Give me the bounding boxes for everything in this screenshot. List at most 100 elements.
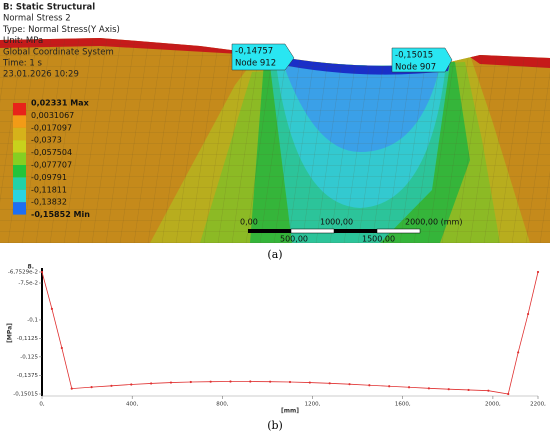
probe-box: [391, 47, 453, 73]
probe-node: Node 912: [235, 59, 276, 69]
x-tick-label: 1200,: [305, 402, 321, 408]
legend-swatch: [13, 140, 26, 153]
data-point: [447, 388, 450, 391]
header-line: Unit: MPa: [3, 36, 43, 46]
scale-label: 1500,00: [362, 235, 395, 244]
data-line: [41, 271, 539, 395]
scale-label: 1000,00: [320, 218, 353, 227]
scale-label: 2000,00 (mm): [405, 218, 462, 227]
data-point: [368, 384, 371, 387]
data-point: [517, 351, 520, 354]
data-point: [487, 389, 490, 392]
probe-value: -0,14757: [235, 47, 273, 57]
legend-label: 0,02331 Max: [31, 99, 90, 108]
probe-node: Node 907: [395, 63, 436, 73]
x-tick-label: 800,: [216, 402, 228, 408]
scale-label: 500,00: [280, 235, 308, 244]
x-axis-label: [mm]: [281, 408, 299, 415]
legend-label: -0,057504: [31, 148, 72, 157]
data-point: [507, 392, 510, 396]
probe-box: [231, 43, 295, 71]
data-point: [427, 387, 430, 390]
y-tick-label: -0,1125: [17, 336, 39, 342]
line-chart: 8. [MPa] [mm] -6,7529e-2 -7,5e-2 -0,1 -0,11…: [7, 264, 547, 415]
contour-plot: 0,00 1000,00 2000,00 (mm) 500,00 1500,00…: [0, 3, 550, 244]
header-line: B: Static Structural: [3, 3, 95, 13]
legend-label: -0,13832: [31, 198, 67, 207]
x-tick-label: 2200,: [530, 402, 546, 408]
header-line: Normal Stress 2: [3, 14, 71, 24]
y-tick-label: -0,1: [27, 317, 38, 323]
legend-label: -0,077707: [31, 161, 72, 170]
legend-swatch: [13, 127, 26, 141]
data-point: [526, 312, 530, 316]
data-point: [40, 270, 44, 274]
scale-segment: [334, 229, 377, 233]
legend-swatch: [13, 189, 26, 203]
scale-segment: [290, 228, 335, 234]
data-point: [50, 307, 54, 310]
y-tick-label: -0,125: [20, 354, 38, 360]
data-point: [60, 346, 63, 350]
x-tick-label: 400,: [126, 402, 138, 408]
y-tick-label: -0,15015: [13, 392, 38, 398]
legend: 0,02331 Max 0,0031067 -0,017097 -0,0373 -0,0…: [13, 99, 90, 219]
legend-label: 0,0031067: [31, 111, 74, 120]
header-line: Type: Normal Stress(Y Axis): [2, 25, 120, 35]
caption: (a): [267, 248, 282, 261]
data-point: [308, 381, 311, 384]
x-tick-label: 0,: [39, 402, 44, 408]
header-line: 23.01.2026 10:29: [3, 70, 79, 80]
legend-swatch: [13, 152, 26, 165]
probe: -0,15015 Node 907: [391, 47, 453, 73]
legend-swatch: [13, 177, 26, 190]
legend-label: -0,09791: [31, 173, 67, 182]
scale-segment: [376, 228, 421, 234]
data-point: [130, 383, 133, 386]
probe-value: -0,15015: [395, 51, 433, 61]
data-point: [189, 380, 192, 384]
data-point: [407, 386, 411, 389]
legend-swatch: [13, 103, 26, 116]
header-line: Global Coordinate System: [3, 47, 114, 57]
scale-bar: 0,00 1000,00 2000,00 (mm) 500,00 1500,00: [240, 218, 462, 244]
data-point: [209, 380, 212, 383]
data-point: [90, 386, 93, 389]
probe: -0,14757 Node 912: [231, 43, 295, 71]
x-tick-label: 1600,: [395, 402, 411, 408]
legend-swatch: [13, 165, 26, 178]
scale-segment: [248, 229, 291, 233]
y-tick-label: -7,5e-2: [18, 281, 38, 287]
legend-label: -0,15852 Min: [31, 210, 90, 219]
data-point: [249, 380, 252, 383]
y-tick-label: -6,7529e-2: [8, 270, 38, 276]
data-point: [229, 380, 232, 383]
legend-label: -0,0373: [31, 136, 62, 145]
data-point: [110, 384, 113, 387]
scale-label: 0,00: [240, 218, 258, 227]
header-line: Time: 1 s: [2, 59, 42, 69]
legend-label: -0,11811: [31, 185, 67, 194]
legend-swatch: [13, 115, 26, 128]
corner-label: 8.: [28, 264, 34, 271]
legend-swatch: [13, 202, 26, 215]
x-tick-label: 2000,: [485, 402, 501, 408]
data-point: [536, 270, 540, 274]
data-point: [467, 388, 470, 392]
data-point: [169, 381, 173, 384]
y-axis-label: [MPa]: [7, 323, 14, 343]
data-point: [328, 382, 331, 385]
mesh: [0, 38, 550, 243]
data-point: [269, 380, 272, 383]
data-point: [348, 383, 351, 386]
caption: (b): [267, 419, 283, 432]
data-point: [150, 382, 153, 385]
y-tick-label: -0,1375: [17, 373, 39, 379]
data-point: [70, 387, 73, 390]
data-point: [388, 385, 391, 388]
legend-label: -0,017097: [31, 123, 72, 132]
